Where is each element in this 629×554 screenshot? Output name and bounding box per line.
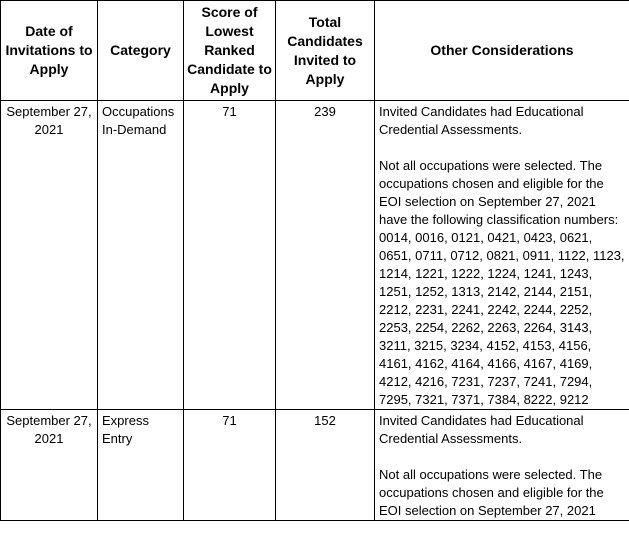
cell-total: 152	[275, 409, 375, 521]
cell-score: 71	[183, 409, 276, 521]
consideration-text: Not all occupations were selected. The o…	[379, 158, 625, 407]
eoi-results-table: Date of Invitations to Apply Category Sc…	[0, 0, 629, 521]
header-date: Date of Invitations to Apply	[0, 0, 98, 101]
table-row: September 27, 2021 Occupations In-Demand…	[0, 100, 629, 410]
cell-category: Express Entry	[97, 409, 184, 521]
header-other-considerations: Other Considerations	[374, 0, 629, 101]
table-header-row: Date of Invitations to Apply Category Sc…	[0, 0, 629, 101]
cell-date: September 27, 2021	[0, 409, 98, 521]
cell-total: 239	[275, 100, 375, 410]
header-total: Total Candidates Invited to Apply	[275, 0, 375, 101]
cell-score: 71	[183, 100, 276, 410]
cell-other-considerations: Invited Candidates had Educational Crede…	[374, 100, 629, 410]
header-category: Category	[97, 0, 184, 101]
header-score: Score of Lowest Ranked Candidate to Appl…	[183, 0, 276, 101]
consideration-text: Not all occupations were selected. The o…	[379, 467, 604, 518]
consideration-text: Invited Candidates had Educational Crede…	[379, 104, 584, 137]
table-row: September 27, 2021 Express Entry 71 152 …	[0, 409, 629, 521]
cell-other-considerations: Invited Candidates had Educational Crede…	[374, 409, 629, 521]
cell-category: Occupations In-Demand	[97, 100, 184, 410]
cell-date: September 27, 2021	[0, 100, 98, 410]
consideration-text: Invited Candidates had Educational Crede…	[379, 413, 584, 446]
